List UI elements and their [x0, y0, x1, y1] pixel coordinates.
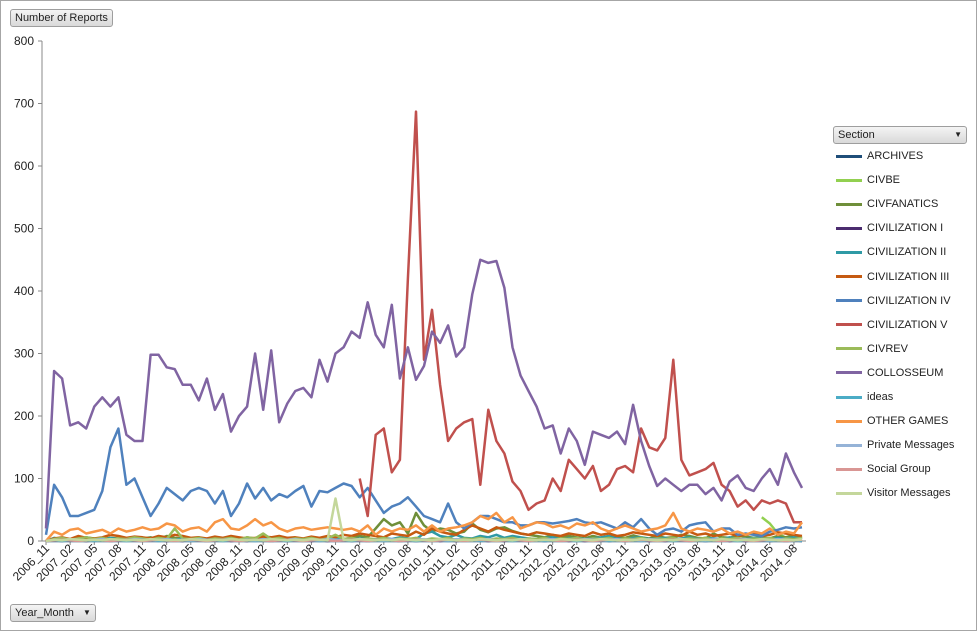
legend-item: CIVILIZATION V	[836, 317, 947, 333]
legend-swatch	[836, 275, 862, 278]
series-line-civilization-iv	[44, 427, 803, 538]
legend-field-button[interactable]: Section ▼	[833, 126, 967, 144]
legend-field-label: Section	[838, 129, 875, 141]
measure-field-label: Number of Reports	[15, 12, 108, 24]
y-tick-label: 300	[14, 347, 34, 361]
series-line-other-games	[45, 511, 804, 542]
legend-swatch	[836, 395, 862, 399]
y-tick-label: 600	[14, 159, 34, 173]
legend-label: ARCHIVES	[867, 150, 924, 162]
legend-swatch	[836, 491, 862, 495]
legend-item: Social Group	[836, 461, 931, 477]
legend-label: CIVILIZATION I	[867, 222, 944, 235]
chevron-down-icon[interactable]: ▼	[82, 608, 91, 618]
legend-label: CIVILIZATION V	[867, 318, 948, 331]
measure-field-button[interactable]: Number of Reports	[10, 9, 113, 27]
legend-swatch	[836, 419, 862, 423]
legend-swatch	[836, 443, 862, 447]
legend-swatch	[836, 178, 862, 182]
axis-field-label: Year_Month	[15, 607, 74, 619]
legend-item: CIVILIZATION IV	[836, 293, 951, 309]
legend-label: OTHER GAMES	[867, 415, 949, 428]
legend-item: CIVILIZATION III	[836, 269, 949, 285]
legend-swatch	[836, 154, 862, 158]
y-tick-label: 0	[27, 534, 34, 548]
legend-item: ideas	[836, 389, 893, 405]
y-tick-label: 700	[14, 97, 34, 111]
y-tick-label: 100	[14, 472, 34, 486]
legend-item: CIVBE	[836, 172, 900, 188]
series-line-civilization-iii	[45, 524, 803, 543]
legend-label: CIVREV	[867, 342, 908, 355]
legend-swatch	[836, 202, 862, 206]
legend-swatch	[836, 467, 862, 471]
legend-swatch	[836, 250, 862, 254]
legend-swatch	[836, 226, 862, 230]
legend-item: CIVFANATICS	[836, 196, 938, 212]
chevron-down-icon[interactable]: ▼	[954, 130, 962, 139]
legend-label: Visitor Messages	[867, 487, 951, 500]
series-line-civfanatics	[45, 511, 803, 543]
series-line-collosseum	[44, 258, 804, 529]
legend-swatch	[836, 323, 862, 327]
legend-label: CIVILIZATION II	[867, 246, 947, 259]
axis-field-button[interactable]: Year_Month ▼	[10, 604, 96, 622]
y-tick-label: 400	[14, 284, 34, 298]
legend-item: ARCHIVES	[836, 148, 923, 164]
legend-item: CIVILIZATION II	[836, 244, 946, 260]
y-tick-label: 800	[14, 34, 34, 48]
legend-label: CIVILIZATION IV	[867, 294, 951, 307]
legend-swatch	[836, 371, 862, 375]
legend-label: Private Messages	[867, 439, 955, 452]
y-tick-label: 200	[14, 409, 34, 423]
legend-swatch	[836, 347, 862, 351]
legend-item: CIVILIZATION I	[836, 220, 943, 236]
legend-label: ideas	[867, 391, 894, 403]
legend-label: CIVBE	[867, 174, 901, 187]
y-tick-label: 500	[14, 222, 34, 236]
legend-label: COLLOSSEUM	[867, 366, 944, 379]
legend-swatch	[836, 299, 862, 303]
legend-item: Visitor Messages	[836, 485, 951, 501]
legend-item: CIVREV	[836, 341, 908, 357]
legend-item: OTHER GAMES	[836, 413, 948, 429]
legend-label: CIVFANATICS	[867, 198, 939, 211]
legend-label: Social Group	[867, 463, 931, 476]
series-line-visitor-messages	[45, 497, 803, 543]
legend-item: Private Messages	[836, 437, 954, 453]
legend-item: COLLOSSEUM	[836, 365, 943, 381]
series-line-civilization-v	[358, 110, 802, 524]
legend-label: CIVILIZATION III	[867, 270, 950, 283]
